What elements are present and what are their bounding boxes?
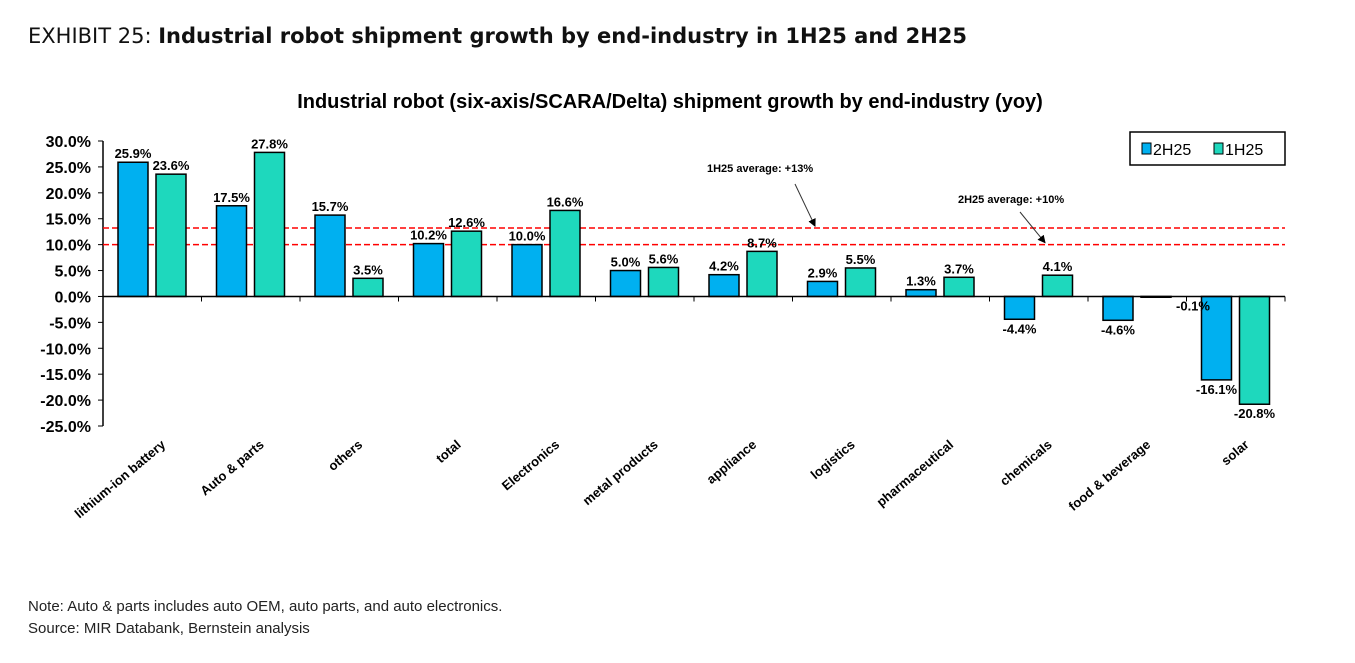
bar-1H25 [844,267,877,298]
bar-2H25 [1102,295,1134,322]
category-label: pharmaceutical [873,437,956,510]
y-tick-label: 10.0% [46,238,91,255]
data-label: 3.5% [353,262,383,277]
data-label: 5.5% [846,252,876,267]
legend-swatch-2H25 [1141,142,1152,155]
legend-label: 2H25 [1153,142,1191,159]
y-tick-label: 15.0% [46,212,91,229]
y-tick-label: 25.0% [46,160,91,177]
bar-2H25 [215,205,248,298]
data-label: 17.5% [213,190,250,205]
bar-2H25 [806,280,839,298]
annotation-arrow [794,183,816,227]
bar-1H25 [155,173,187,298]
bar-1H25 [746,250,778,298]
data-label: 8.7% [747,235,777,250]
exhibit-heading: EXHIBIT 25: Industrial robot shipment gr… [28,24,967,48]
y-tick-label: 0.0% [55,289,91,306]
bar-1H25 [253,151,286,298]
y-tick-label: -15.0% [40,367,91,384]
bar-1H25 [450,230,483,298]
bar-2H25 [905,288,937,298]
data-label: 5.0% [611,255,641,270]
data-label: 5.6% [649,251,679,266]
data-label: 4.2% [709,259,739,274]
data-label: 23.6% [153,158,190,173]
legend-label: 1H25 [1225,142,1263,159]
bar-2H25 [1003,295,1036,321]
bar-1H25 [1041,274,1074,298]
category-label: food & beverage [1066,437,1154,514]
data-label: -4.6% [1101,322,1135,337]
category-label: lithium-ion battery [72,436,169,521]
bar-2H25 [609,269,642,298]
data-label: 1.3% [906,274,936,289]
category-label: others [325,437,365,474]
category-label: solar [1218,437,1251,468]
data-label: 10.0% [509,229,546,244]
data-label: -4.4% [1003,321,1037,336]
y-tick-label: -20.0% [40,393,91,410]
bar-2H25 [708,273,740,298]
bar-1H25 [1238,295,1271,405]
bar-1H25 [943,276,975,298]
data-label: 10.2% [410,228,447,243]
data-label: 15.7% [312,199,349,214]
bar-chart: Industrial robot (six-axis/SCARA/Delta) … [40,91,1286,521]
y-tick-label: -10.0% [40,341,91,358]
note-text: Note: Auto & parts includes auto OEM, au… [28,598,503,615]
category-label: appliance [704,437,760,487]
exhibit-title: Industrial robot shipment growth by end-… [158,24,968,48]
data-label: 4.1% [1043,259,1073,274]
bar-1H25 [549,209,581,298]
data-label: 12.6% [448,215,485,230]
category-label: Auto & parts [197,437,266,499]
category-label: chemicals [997,437,1055,489]
data-label: 27.8% [251,136,288,151]
bar-1H25 [352,277,384,298]
data-label: -16.1% [1196,382,1238,397]
y-tick-label: 20.0% [46,186,91,203]
category-label: metal products [580,437,661,508]
category-label: logistics [808,437,858,482]
reference-annotation: 1H25 average: +13% [707,163,813,175]
bar-1H25 [647,266,680,298]
y-tick-label: -5.0% [49,315,91,332]
data-label: -20.8% [1234,406,1276,421]
data-label: -0.1% [1176,298,1210,313]
exhibit-label: EXHIBIT 25: [28,24,152,48]
bar-2H25 [117,161,149,298]
y-tick-label: -25.0% [40,419,91,436]
legend-box [1129,131,1286,166]
reference-annotation: 2H25 average: +10% [958,194,1064,206]
source-text: Source: MIR Databank, Bernstein analysis [28,620,310,637]
data-label: 3.7% [944,261,974,276]
legend-swatch-1H25 [1213,142,1224,155]
category-label: total [433,437,464,466]
data-label: 2.9% [808,265,838,280]
bar-2H25 [314,214,346,298]
data-label: 25.9% [115,146,152,161]
annotation-arrow [1019,211,1046,244]
footnotes: Note: Auto & parts includes auto OEM, au… [28,596,502,640]
bar-2H25 [511,243,543,298]
category-label: Electronics [499,437,562,494]
y-tick-label: 30.0% [46,134,91,151]
chart-title: Industrial robot (six-axis/SCARA/Delta) … [297,91,1043,113]
bar-2H25 [412,242,445,298]
data-label: 16.6% [547,194,584,209]
y-tick-label: 5.0% [55,264,91,281]
